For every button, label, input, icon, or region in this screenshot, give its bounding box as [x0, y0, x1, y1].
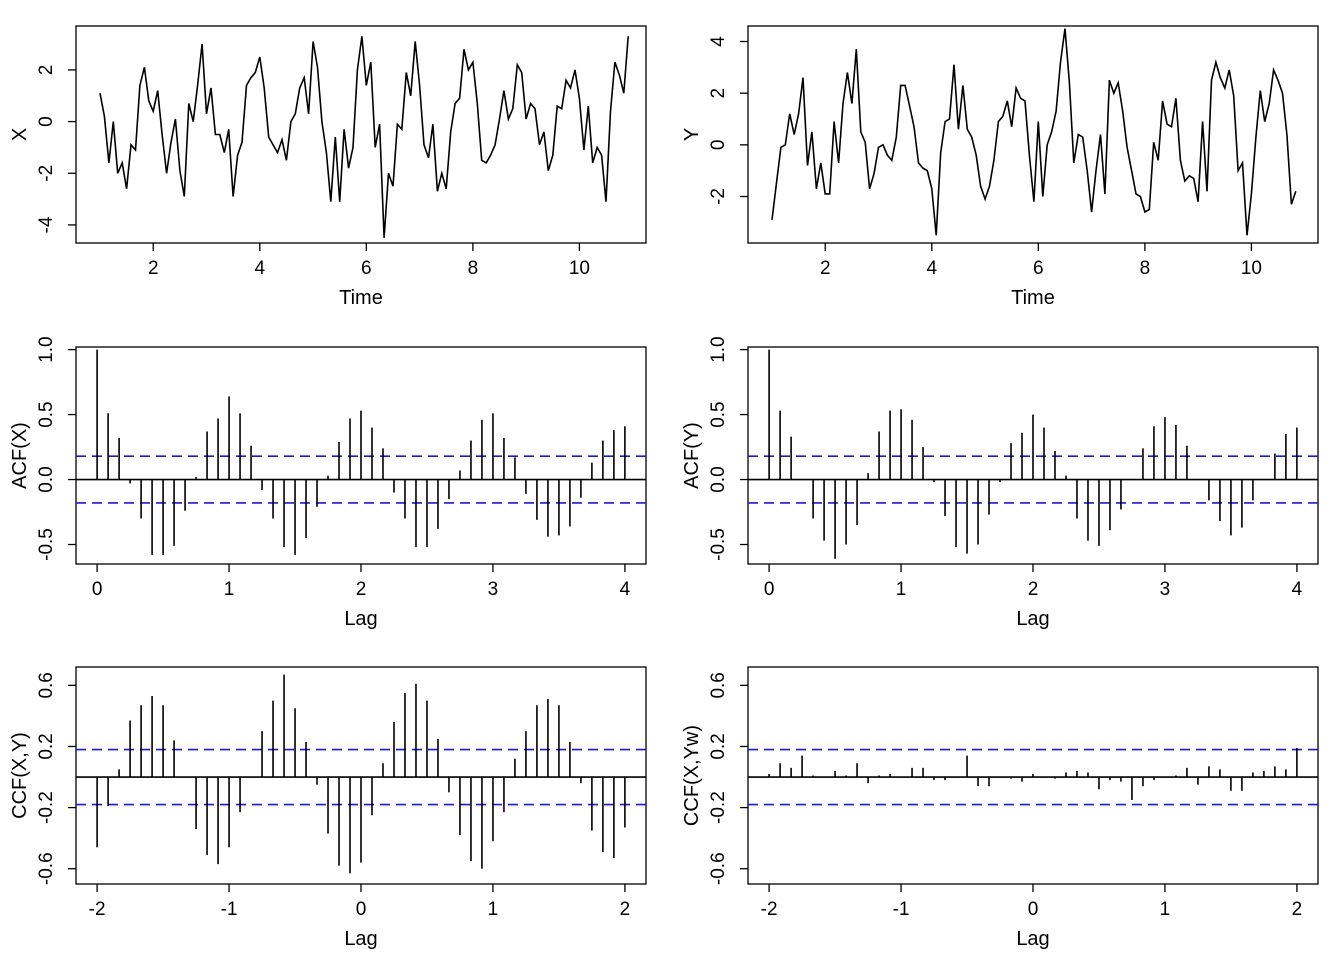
x-tick-label: 4 [1292, 579, 1303, 600]
y-axis-label: X [9, 128, 31, 141]
y-tick-label: 0 [708, 140, 729, 151]
x-tick-label: 1 [488, 899, 499, 920]
x-tick-label: 3 [1160, 579, 1171, 600]
x-tick-label: 3 [488, 579, 499, 600]
panel-acf-y: 0 1 2 3 4 -0.5 0.0 0.5 1.0 Lag ACF(Y) [681, 336, 1319, 630]
plot-frame [75, 25, 647, 244]
series-line [99, 36, 629, 238]
y-tick-label: -4 [36, 216, 57, 233]
x-tick-label: -1 [893, 899, 910, 920]
y-tick-label: 0.6 [708, 672, 729, 698]
x-tick-label: 0 [92, 579, 103, 600]
panel-ts-x: 2 4 6 8 10 -4 -2 0 2 Time X [9, 25, 647, 309]
x-tick-label: 2 [820, 258, 831, 279]
y-tick-label: 0.5 [708, 401, 729, 427]
y-tick-label: -2 [708, 188, 729, 205]
x-tick-label: 2 [356, 579, 367, 600]
x-tick-label: 6 [1033, 258, 1044, 279]
y-axis-label: CCF(X,Y) [9, 732, 31, 819]
x-axis-label: Time [339, 287, 383, 309]
x-axis-label: Lag [344, 928, 377, 950]
x-tick-label: 1 [1160, 899, 1171, 920]
x-tick-label: 4 [620, 579, 631, 600]
y-tick-label: -0.5 [36, 528, 57, 561]
panel-ts-y: 2 4 6 8 10 -2 0 2 4 Time Y [681, 25, 1319, 309]
y-tick-label: -0.2 [708, 791, 729, 824]
y-tick-label: 1.0 [36, 336, 57, 362]
x-tick-label: 2 [1292, 899, 1303, 920]
x-axis-label: Lag [344, 608, 377, 630]
y-tick-label: -0.6 [708, 852, 729, 885]
panel-acf-x: 0 1 2 3 4 -0.5 0.0 0.5 1.0 Lag ACF(X) [9, 336, 647, 630]
x-tick-label: 8 [468, 258, 479, 279]
series-line [771, 28, 1297, 236]
y-tick-label: 0 [36, 116, 57, 127]
x-tick-label: 4 [254, 258, 265, 279]
y-tick-label: -0.2 [36, 791, 57, 824]
x-tick-label: -2 [89, 899, 106, 920]
x-tick-label: 6 [361, 258, 372, 279]
y-tick-label: -2 [36, 165, 57, 182]
y-tick-label: 0.2 [36, 733, 57, 759]
x-tick-label: -1 [221, 899, 238, 920]
x-tick-label: 2 [1028, 579, 1039, 600]
y-axis-label: CCF(X,Yw) [681, 725, 703, 826]
y-axis-label: Y [681, 128, 703, 141]
x-tick-label: 0 [1028, 899, 1039, 920]
y-tick-label: 1.0 [708, 336, 729, 362]
x-tick-label: 2 [148, 258, 159, 279]
x-tick-label: 1 [896, 579, 907, 600]
x-tick-label: 10 [569, 258, 590, 279]
y-axis-label: ACF(Y) [681, 422, 703, 489]
x-axis-label: Lag [1016, 608, 1049, 630]
x-axis-label: Time [1011, 287, 1055, 309]
x-tick-label: 8 [1140, 258, 1151, 279]
y-tick-label: 0.5 [36, 401, 57, 427]
y-tick-label: 2 [708, 88, 729, 99]
plot-frame [747, 25, 1319, 244]
x-tick-label: 2 [620, 899, 631, 920]
x-axis-label: Lag [1016, 928, 1049, 950]
panel-ccf-xy: -2 -1 0 1 2 -0.6 -0.2 0.2 0.6 Lag CCF(X,Y) [9, 666, 647, 950]
y-tick-label: 0.0 [36, 466, 57, 492]
x-tick-label: 4 [926, 258, 937, 279]
x-tick-label: 1 [224, 579, 235, 600]
y-tick-label: 0.6 [36, 672, 57, 698]
y-axis-label: ACF(X) [9, 422, 31, 489]
x-tick-label: 10 [1241, 258, 1262, 279]
y-tick-label: 0.2 [708, 733, 729, 759]
y-tick-label: 4 [708, 36, 729, 47]
x-tick-label: -2 [761, 899, 778, 920]
y-tick-label: 0.0 [708, 466, 729, 492]
y-tick-label: 2 [36, 65, 57, 76]
y-tick-label: -0.6 [36, 852, 57, 885]
x-tick-label: 0 [356, 899, 367, 920]
panel-ccf-xyw: -2 -1 0 1 2 -0.6 -0.2 0.2 0.6 Lag CCF(X,Yw) [681, 666, 1319, 950]
y-tick-label: -0.5 [708, 528, 729, 561]
x-tick-label: 0 [764, 579, 775, 600]
